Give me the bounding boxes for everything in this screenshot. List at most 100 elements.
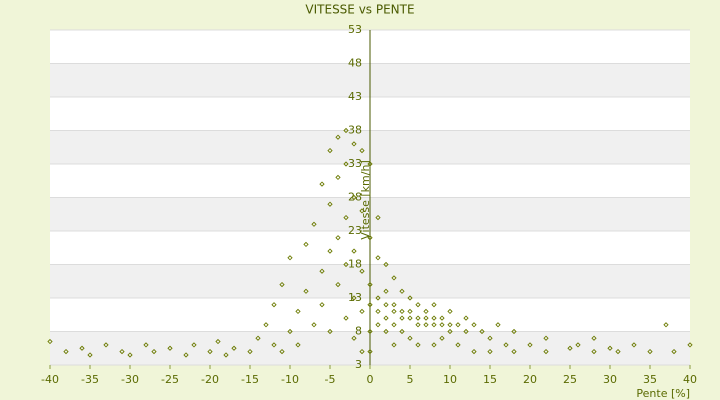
x-tick-label: 35: [643, 373, 657, 386]
point: [223, 352, 229, 358]
point: [343, 315, 349, 321]
point: [615, 348, 621, 355]
point: [343, 161, 349, 167]
point: [247, 348, 253, 355]
point: [415, 302, 421, 308]
point: [359, 348, 365, 355]
point: [471, 322, 477, 328]
point: [671, 348, 677, 355]
y-tick-label: 18: [348, 258, 362, 271]
point: [607, 345, 613, 351]
point: [367, 328, 373, 335]
point: [447, 308, 453, 315]
point: [407, 315, 413, 321]
point: [127, 352, 133, 358]
point: [119, 348, 125, 355]
point: [383, 302, 389, 308]
point: [431, 315, 437, 321]
point: [399, 315, 405, 321]
point: [311, 221, 317, 227]
point: [463, 315, 469, 321]
point: [319, 181, 325, 187]
point: [383, 261, 389, 268]
point: [391, 342, 397, 348]
point: [631, 342, 637, 348]
y-tick-label: 48: [348, 57, 362, 70]
point: [439, 315, 445, 321]
x-tick-label: -5: [325, 373, 336, 386]
point: [335, 134, 341, 140]
point: [327, 147, 333, 154]
point: [351, 335, 357, 341]
point: [87, 352, 93, 358]
point: [151, 348, 157, 355]
point: [487, 335, 493, 341]
point: [375, 322, 381, 328]
point: [367, 302, 373, 308]
y-tick-label: 23: [348, 224, 362, 237]
point: [375, 308, 381, 315]
point: [359, 147, 365, 154]
point: [79, 345, 85, 351]
x-tick-label: 5: [407, 373, 414, 386]
point: [399, 308, 405, 315]
y-tick-label: 38: [348, 124, 362, 137]
point: [527, 342, 533, 348]
y-tick-label: 8: [355, 325, 362, 338]
x-tick-label: 15: [483, 373, 497, 386]
point: [391, 322, 397, 328]
point: [367, 161, 373, 167]
point: [575, 342, 581, 348]
chart-title: VITESSE vs PENTE: [305, 3, 414, 17]
point: [431, 302, 437, 308]
point: [167, 345, 173, 351]
point: [215, 338, 221, 345]
point: [287, 328, 293, 335]
point: [327, 328, 333, 335]
x-tick-label: 40: [683, 373, 697, 386]
point: [495, 322, 501, 328]
point: [431, 342, 437, 348]
point: [415, 342, 421, 348]
point: [255, 335, 261, 341]
point: [319, 268, 325, 274]
point: [343, 214, 349, 221]
y-axis-label: Vitesse [km/h]: [359, 160, 372, 240]
point: [391, 275, 397, 281]
point: [543, 335, 549, 341]
x-tick-label: 0: [367, 373, 374, 386]
point: [407, 308, 413, 315]
point: [295, 308, 301, 315]
point: [567, 345, 573, 351]
point: [311, 322, 317, 328]
point: [407, 295, 413, 301]
point: [415, 322, 421, 328]
point: [295, 342, 301, 348]
point: [351, 295, 357, 301]
point: [543, 348, 549, 355]
point: [375, 295, 381, 301]
point: [303, 288, 309, 294]
point: [287, 255, 293, 261]
x-tick-label: 20: [523, 373, 537, 386]
x-tick-label: -10: [281, 373, 299, 386]
y-tick-label: 43: [348, 90, 362, 103]
point: [63, 348, 69, 355]
point: [439, 322, 445, 328]
x-tick-label: -15: [241, 373, 259, 386]
point: [335, 235, 341, 241]
point: [359, 268, 365, 274]
point: [335, 281, 341, 288]
point: [383, 328, 389, 335]
x-tick-label: -30: [121, 373, 139, 386]
point: [455, 342, 461, 348]
point: [263, 322, 269, 328]
point: [343, 261, 349, 268]
point: [487, 348, 493, 355]
x-axis-label: Pente [%]: [636, 387, 690, 400]
point: [351, 194, 357, 201]
point: [383, 288, 389, 294]
point: [143, 342, 149, 348]
